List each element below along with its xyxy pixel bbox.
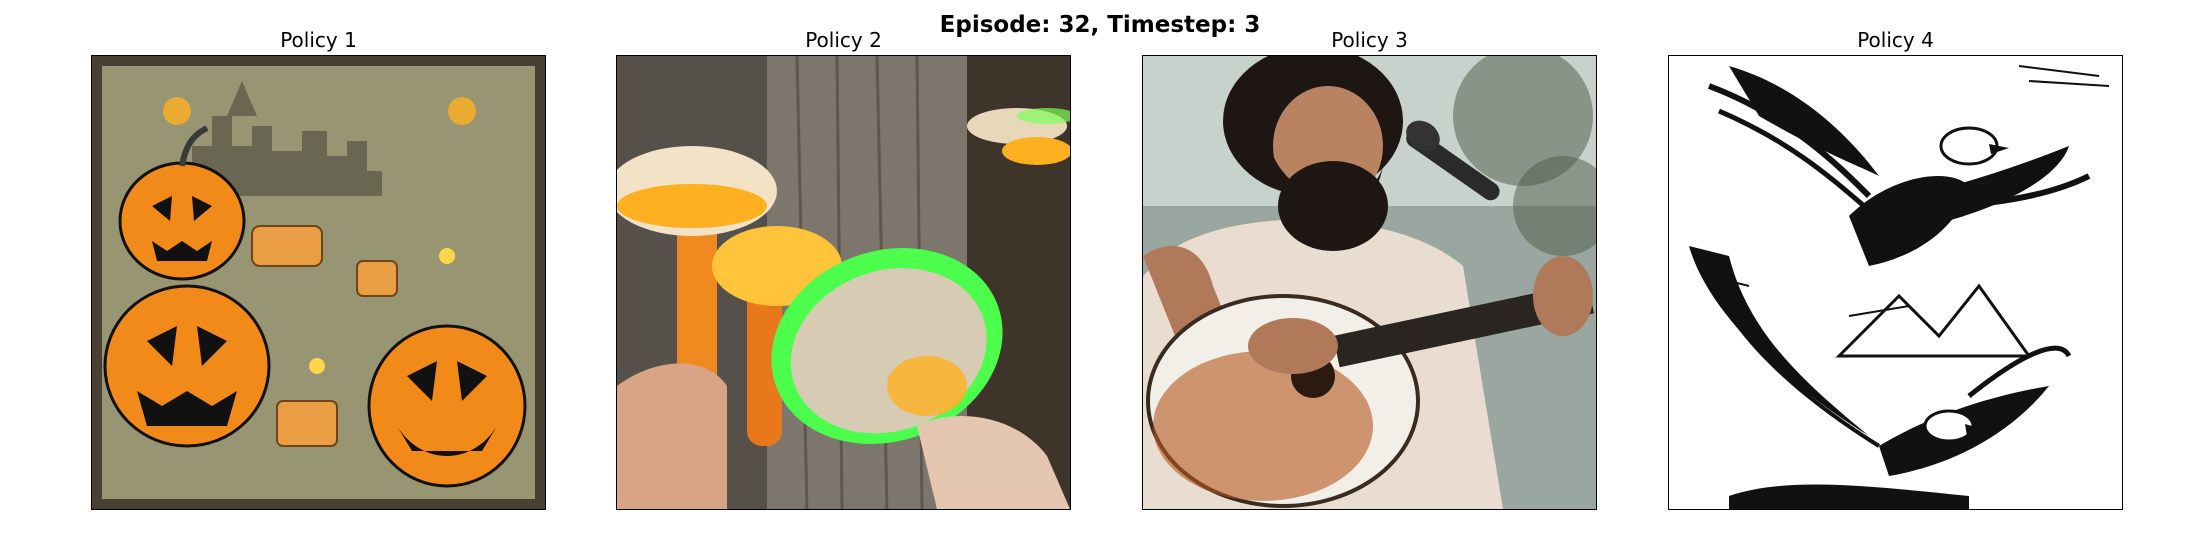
guitarist-singer-illustration [1143, 56, 1596, 509]
panel-title: Policy 4 [1857, 28, 1934, 52]
eagles-ink-drawing-image [1668, 55, 2123, 510]
panel-policy-3: Policy 3 [1142, 0, 1597, 550]
figure-title: Episode: 32, Timestep: 3 [939, 12, 1261, 38]
panel-policy-1: Policy 1 [91, 0, 546, 550]
panel-title: Policy 2 [805, 28, 882, 52]
panel-title: Policy 1 [280, 28, 357, 52]
panel-title: Policy 3 [1331, 28, 1408, 52]
panel-policy-2: Policy 2 [616, 0, 1071, 550]
halloween-pumpkins-illustration [92, 56, 545, 509]
glowing-mushrooms-image [616, 55, 1071, 510]
halloween-pumpkins-image [91, 55, 546, 510]
guitarist-singer-image [1142, 55, 1597, 510]
glowing-mushrooms-illustration [617, 56, 1070, 509]
eagles-ink-illustration [1669, 56, 2122, 509]
panel-policy-4: Policy 4 [1668, 0, 2123, 550]
